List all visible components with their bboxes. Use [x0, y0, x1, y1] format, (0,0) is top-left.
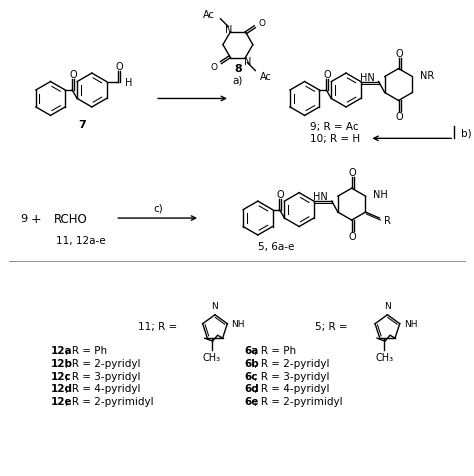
Text: a): a) — [233, 75, 243, 85]
Text: H: H — [126, 78, 133, 87]
Text: N: N — [225, 25, 232, 35]
Text: RCHO: RCHO — [54, 212, 87, 225]
Text: Ac: Ac — [260, 71, 272, 81]
Text: 12e: 12e — [51, 397, 72, 407]
Text: O: O — [210, 63, 218, 72]
Text: NH: NH — [231, 319, 245, 328]
Text: ; R = 4-pyridyl: ; R = 4-pyridyl — [65, 384, 140, 394]
Text: O: O — [258, 19, 265, 28]
Text: ; R = 2-pyridyl: ; R = 2-pyridyl — [65, 358, 140, 368]
Text: HN: HN — [360, 72, 375, 82]
Text: O: O — [277, 189, 284, 199]
Text: O: O — [396, 112, 403, 122]
Text: 11; R =: 11; R = — [138, 321, 177, 331]
Text: NH: NH — [404, 319, 417, 328]
Text: ; R = 2-pyridyl: ; R = 2-pyridyl — [254, 358, 329, 368]
Text: O: O — [324, 70, 331, 80]
Text: ; R = Ph: ; R = Ph — [254, 345, 296, 355]
Text: 11, 12a-e: 11, 12a-e — [55, 236, 105, 246]
Text: 6a: 6a — [245, 345, 259, 355]
Text: ; R = 3-pyridyl: ; R = 3-pyridyl — [65, 371, 140, 381]
Text: ; R = Ph: ; R = Ph — [65, 345, 107, 355]
Text: 9: 9 — [21, 214, 28, 224]
Text: 10; R = H: 10; R = H — [310, 134, 360, 144]
Text: O: O — [69, 70, 77, 80]
Text: 6c: 6c — [245, 371, 258, 381]
Text: ; R = 2-pyrimidyl: ; R = 2-pyrimidyl — [254, 397, 343, 407]
Text: 12d: 12d — [51, 384, 73, 394]
Text: N: N — [244, 57, 251, 67]
Text: ; R = 3-pyridyl: ; R = 3-pyridyl — [254, 371, 329, 381]
Text: 7: 7 — [79, 120, 86, 130]
Text: 12c: 12c — [51, 371, 71, 381]
Text: 5, 6a-e: 5, 6a-e — [258, 241, 294, 251]
Text: +: + — [30, 212, 41, 225]
Text: O: O — [116, 61, 123, 71]
Text: ; R = 4-pyridyl: ; R = 4-pyridyl — [254, 384, 329, 394]
Text: O: O — [396, 49, 403, 59]
Text: 6d: 6d — [245, 384, 260, 394]
Text: 5; R =: 5; R = — [315, 321, 347, 331]
Text: CH₃: CH₃ — [203, 352, 221, 362]
Text: N: N — [211, 301, 219, 310]
Text: b): b) — [461, 128, 472, 138]
Text: NR: NR — [420, 70, 435, 80]
Text: 12a: 12a — [51, 345, 72, 355]
Text: Ac: Ac — [202, 10, 214, 20]
Text: O: O — [349, 168, 356, 178]
Text: ; R = 2-pyrimidyl: ; R = 2-pyrimidyl — [65, 397, 154, 407]
Text: 6b: 6b — [245, 358, 260, 368]
Text: CH₃: CH₃ — [375, 352, 393, 362]
Text: O: O — [349, 231, 356, 241]
Text: NH: NH — [374, 190, 388, 200]
Text: N: N — [384, 301, 391, 310]
Text: 9; R = Ac: 9; R = Ac — [310, 122, 358, 132]
Text: 6e: 6e — [245, 397, 259, 407]
Text: R: R — [384, 216, 392, 226]
Text: c): c) — [153, 203, 163, 213]
Text: 12b: 12b — [51, 358, 73, 368]
Text: HN: HN — [313, 192, 328, 202]
Text: 8: 8 — [234, 63, 242, 73]
